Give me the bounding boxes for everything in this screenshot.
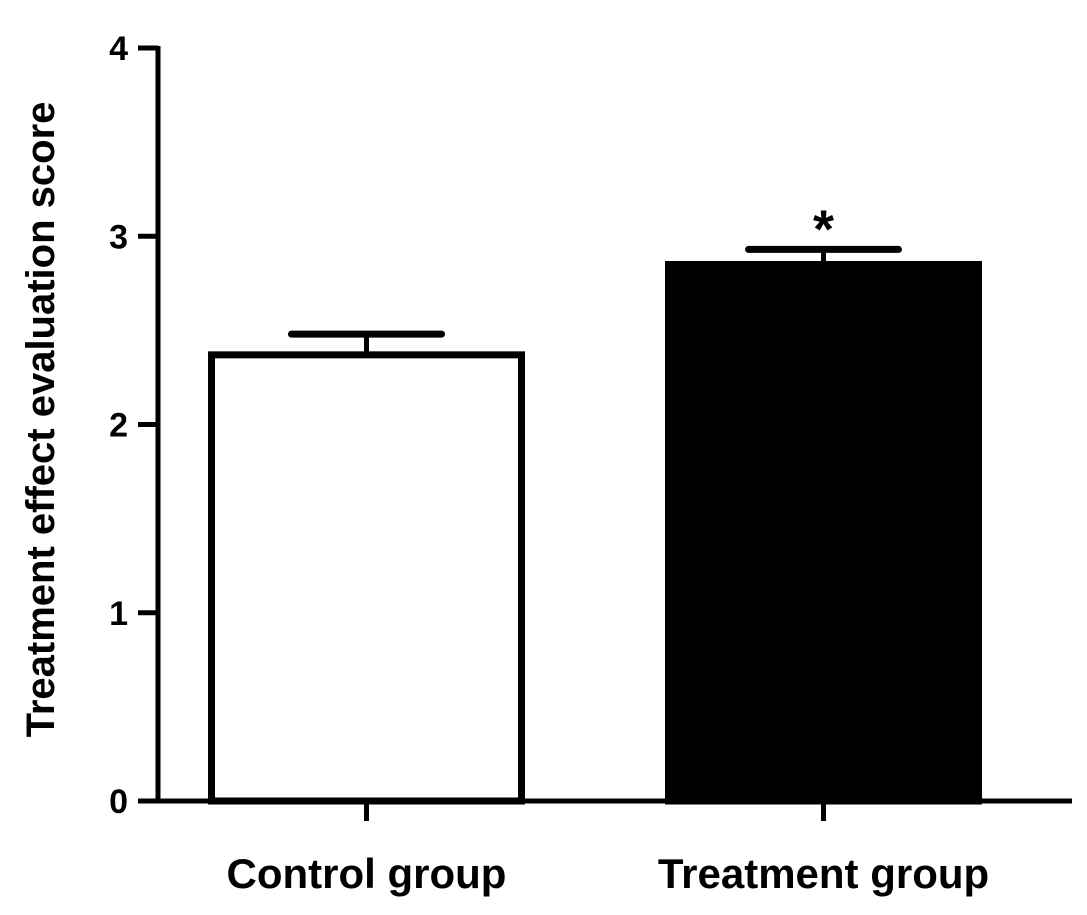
y-tick-label: 4	[109, 30, 128, 68]
y-ticks-group: 0 1 2 3 4	[109, 30, 158, 821]
significance-asterisk: *	[813, 199, 834, 259]
x-tick-label: Treatment group	[658, 850, 989, 897]
plot-area: *	[208, 199, 982, 805]
bars-group	[208, 260, 982, 805]
y-tick-label: 1	[109, 595, 128, 633]
error-bars-group	[288, 245, 902, 355]
bar-treatment	[665, 260, 982, 805]
annotations-group: *	[813, 199, 834, 259]
x-ticks-group: Control group Treatment group	[227, 801, 989, 897]
y-tick-label: 0	[109, 783, 128, 821]
x-tick-label: Control group	[227, 850, 507, 897]
bar-control	[208, 351, 525, 805]
y-tick-label: 3	[109, 218, 128, 256]
y-tick-label: 2	[109, 407, 128, 445]
y-axis-label: Treatment effect evaluation score	[19, 102, 63, 738]
